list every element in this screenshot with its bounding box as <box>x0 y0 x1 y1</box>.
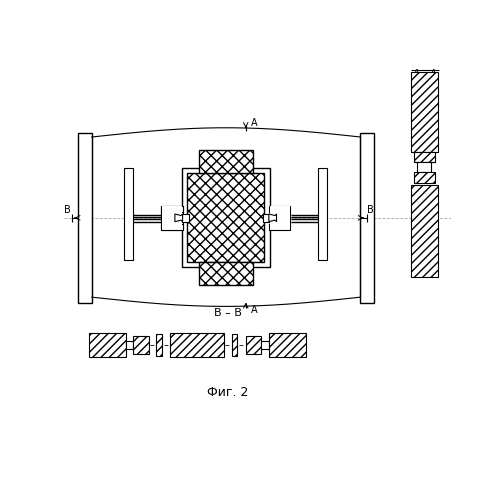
Text: В – В: В – В <box>213 308 241 318</box>
Bar <box>269 332 305 357</box>
Bar <box>181 168 269 267</box>
Text: А: А <box>250 305 257 316</box>
Bar <box>245 336 261 354</box>
Text: –: – <box>163 340 168 350</box>
Bar <box>318 168 327 260</box>
Bar <box>410 72 437 152</box>
Bar <box>124 168 133 260</box>
Bar <box>161 206 182 230</box>
Bar <box>413 152 434 162</box>
Bar <box>198 150 252 173</box>
Bar <box>133 336 148 354</box>
Polygon shape <box>262 206 290 230</box>
Text: В: В <box>64 205 71 215</box>
Bar <box>78 133 92 302</box>
Polygon shape <box>269 214 276 222</box>
Text: Фиг. 2: Фиг. 2 <box>207 386 248 399</box>
Bar <box>417 162 430 172</box>
Bar <box>89 332 125 357</box>
Text: –: – <box>224 340 229 350</box>
Text: А: А <box>250 118 257 128</box>
Bar <box>161 206 181 230</box>
Bar <box>198 262 252 285</box>
Bar <box>231 334 237 355</box>
Polygon shape <box>161 206 188 230</box>
Bar <box>187 173 264 262</box>
Text: –: – <box>238 340 243 350</box>
Text: А – А: А – А <box>411 69 436 79</box>
Polygon shape <box>174 214 182 222</box>
Bar <box>125 341 133 349</box>
Bar <box>261 341 269 349</box>
Bar <box>413 172 434 183</box>
Bar <box>360 133 374 302</box>
Bar <box>410 184 437 277</box>
Text: –: – <box>149 340 154 350</box>
Bar <box>269 206 289 230</box>
Bar <box>170 332 224 357</box>
Text: В: В <box>366 205 373 215</box>
Bar <box>156 334 161 355</box>
